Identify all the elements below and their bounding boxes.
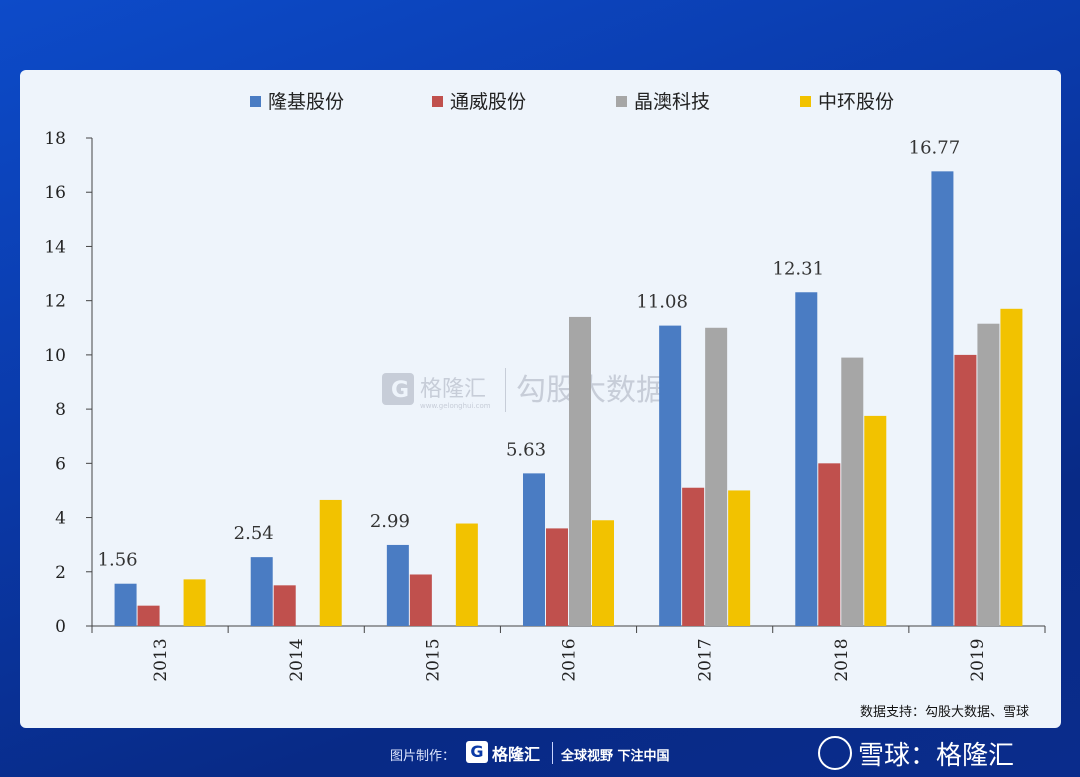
bar-1-2017 xyxy=(682,487,705,626)
y-tick-label: 6 xyxy=(55,454,66,474)
bar-1-2016 xyxy=(546,528,568,626)
bar-0-2019 xyxy=(931,171,954,626)
y-tick-label: 12 xyxy=(44,292,66,312)
footer-slogan: 全球视野 下注中国 xyxy=(561,749,670,764)
bar-2-2018 xyxy=(841,357,864,626)
watermark: G 格隆汇 www.gelonghui.com 勾股大数据 xyxy=(382,368,666,412)
bar-2-2019 xyxy=(977,323,1000,626)
y-tick-label: 18 xyxy=(44,129,66,149)
legend-label: 隆基股份 xyxy=(268,91,344,113)
svg-text:G: G xyxy=(391,378,409,403)
y-tick-label: 0 xyxy=(55,617,66,637)
footer-xueqiu: 雪球：格隆汇 xyxy=(818,735,1014,772)
legend-swatch xyxy=(800,96,811,107)
legend-swatch xyxy=(250,96,261,107)
legend-label: 通威股份 xyxy=(450,91,526,113)
bar-0-2016 xyxy=(523,473,545,626)
data-label: 16.77 xyxy=(909,137,961,158)
legend-swatch xyxy=(616,96,627,107)
bar-1-2013 xyxy=(137,605,160,626)
data-label: 1.56 xyxy=(98,550,138,571)
x-tick-label: 2018 xyxy=(832,638,852,681)
bar-3-2014 xyxy=(319,499,342,626)
bar-2-2017 xyxy=(705,327,728,626)
bar-0-2013 xyxy=(114,583,137,626)
bar-3-2015 xyxy=(455,523,478,626)
y-tick-label: 16 xyxy=(44,183,66,203)
footer-divider xyxy=(552,742,553,764)
bar-3-2018 xyxy=(864,415,887,626)
bars xyxy=(114,171,1023,626)
x-tick-label: 2014 xyxy=(287,638,307,681)
data-label: 12.31 xyxy=(773,258,825,279)
bar-3-2016 xyxy=(592,520,614,626)
y-tick-label: 8 xyxy=(55,400,66,420)
y-tick-label: 10 xyxy=(44,346,66,366)
y-tick-label: 2 xyxy=(55,563,66,583)
legend-swatch xyxy=(432,96,443,107)
legend-label: 晶澳科技 xyxy=(634,91,710,113)
watermark-brand: 格隆汇 xyxy=(420,377,486,402)
axes: 0 2 4 6 8 10 12 14 16 18 2013 2014 2015 2016 2017 2018 2… xyxy=(44,129,1046,682)
bar-0-2018 xyxy=(795,292,818,626)
footer-logo-name: 格隆汇 xyxy=(492,745,541,764)
bar-1-2019 xyxy=(954,354,977,626)
footer: 图片制作： G 格隆汇 全球视野 下注中国 雪球：格隆汇 xyxy=(0,730,1080,777)
x-tick-label: 2017 xyxy=(696,638,716,681)
bar-chart: G 格隆汇 www.gelonghui.com 勾股大数据 隆基股份 通威股份 晶澳… xyxy=(44,91,1046,682)
x-tick-label: 2019 xyxy=(968,638,988,681)
bar-0-2014 xyxy=(250,557,273,626)
watermark-logo-icon xyxy=(382,373,414,405)
bar-3-2017 xyxy=(728,490,751,626)
xueqiu-icon xyxy=(818,736,852,770)
bar-0-2017 xyxy=(659,325,682,626)
chart-card: G 格隆汇 www.gelonghui.com 勾股大数据 隆基股份 通威股份 晶澳… xyxy=(20,70,1061,728)
footer-made-by: 图片制作： xyxy=(390,749,456,764)
data-label: 11.08 xyxy=(636,292,688,313)
footer-xueqiu-text: 雪球：格隆汇 xyxy=(858,741,1015,771)
bar-1-2015 xyxy=(409,574,432,626)
legend: 隆基股份 通威股份 晶澳科技 中环股份 xyxy=(250,91,894,113)
bar-2-2016 xyxy=(569,316,591,626)
watermark-brand-sub: www.gelonghui.com xyxy=(420,402,491,410)
y-tick-label: 14 xyxy=(44,237,66,257)
bar-3-2013 xyxy=(183,579,206,626)
footer-logo-icon: G xyxy=(466,741,488,763)
x-tick-label: 2015 xyxy=(423,638,443,681)
x-tick-label: 2013 xyxy=(151,638,171,681)
source-note: 数据支持：勾股大数据、雪球 xyxy=(859,705,1029,720)
data-label: 2.99 xyxy=(370,511,410,532)
data-label: 2.54 xyxy=(234,523,274,544)
data-label: 5.63 xyxy=(506,439,546,460)
bar-1-2014 xyxy=(273,585,296,626)
y-tick-label: 4 xyxy=(55,509,66,529)
bar-0-2015 xyxy=(386,544,409,626)
x-tick-label: 2016 xyxy=(560,638,580,681)
bar-1-2018 xyxy=(818,463,841,626)
bar-3-2019 xyxy=(1000,308,1023,626)
legend-label: 中环股份 xyxy=(818,91,894,113)
data-labels: 1.56 2.54 2.99 5.63 11.08 12.31 16.77 xyxy=(98,137,961,570)
